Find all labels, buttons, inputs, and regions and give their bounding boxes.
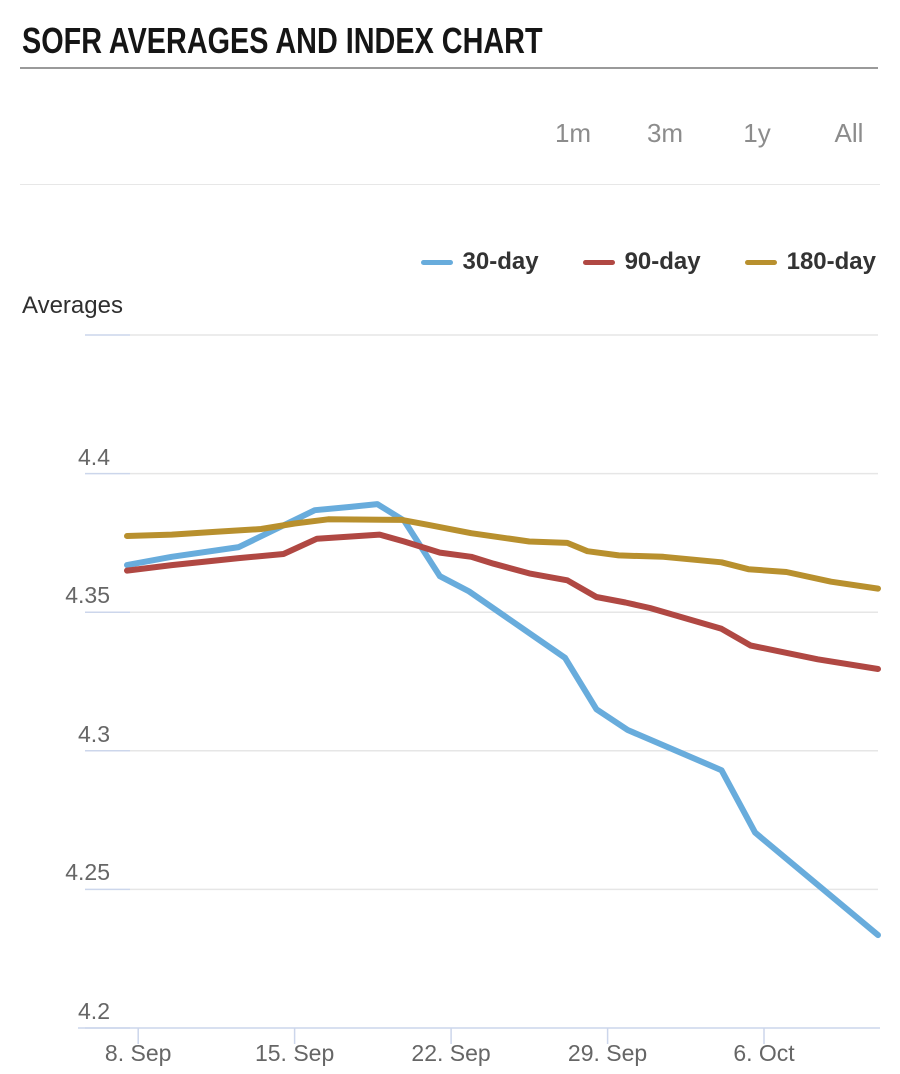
line-marker-icon (420, 259, 453, 265)
range-selector: 1m 3m 1y All (552, 118, 870, 149)
xaxis-label: 6. Oct (733, 1040, 795, 1066)
line-marker-icon (582, 259, 615, 265)
legend-label: 180-day (786, 248, 876, 275)
line-marker-icon (744, 259, 777, 265)
title-separator (20, 67, 878, 69)
range-option-1y[interactable]: 1y (743, 118, 771, 148)
yaxis-title: Averages (22, 292, 123, 319)
yaxis-label: 4.2 (78, 998, 110, 1024)
series-line-30-day (124, 501, 881, 939)
legend-label: 30-day (462, 248, 539, 275)
xaxis-label: 22. Sep (411, 1040, 491, 1066)
series-line-90-day (124, 531, 881, 672)
legend-item-90-day[interactable]: 90-day (582, 248, 701, 276)
xaxis-label: 29. Sep (567, 1040, 648, 1066)
xaxis-label: 15. Sep (254, 1040, 335, 1066)
legend-label: 90-day (624, 248, 701, 275)
yaxis-label: 4.35 (65, 582, 110, 609)
legend-item-30-day[interactable]: 30-day (420, 248, 539, 276)
series-line-180-day (124, 516, 881, 592)
header-separator (20, 184, 880, 185)
legend: 30-day 90-day 180-day (420, 245, 876, 279)
yaxis-label: 4.3 (78, 720, 110, 747)
range-option-3m[interactable]: 3m (646, 118, 684, 148)
legend-item-180-day[interactable]: 180-day (744, 248, 876, 276)
xaxis-label: 8. Sep (104, 1040, 172, 1066)
page-title: SOFR AVERAGES AND INDEX CHART (22, 20, 543, 61)
yaxis-label: 4.25 (65, 859, 110, 886)
range-option-1m[interactable]: 1m (554, 118, 592, 148)
range-option-all[interactable]: All (834, 118, 864, 148)
yaxis-label: 4.4 (78, 443, 110, 470)
